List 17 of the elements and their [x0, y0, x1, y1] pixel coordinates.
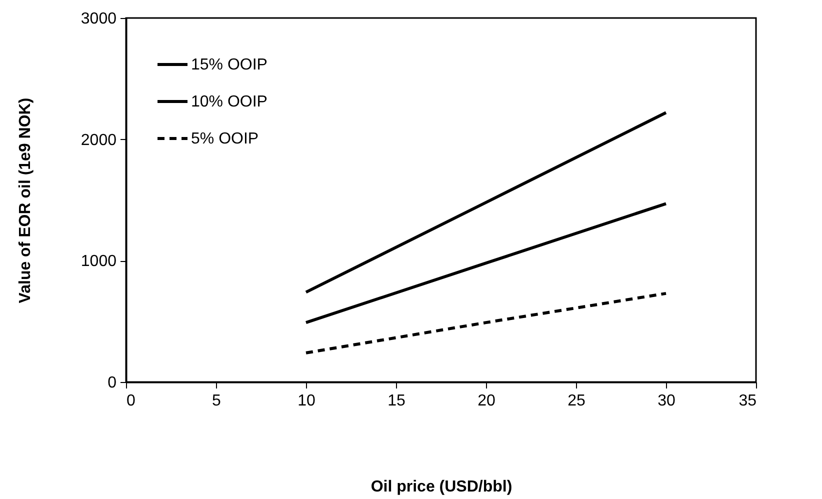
legend-label: 15% OOIP: [191, 56, 268, 74]
y-tick-label: 0: [108, 374, 117, 392]
x-tick-label: 10: [298, 392, 316, 410]
x-tick-label: 5: [212, 392, 222, 410]
x-tick-label: 0: [126, 392, 136, 410]
x-axis-title: Oil price (USD/bbl): [370, 478, 512, 496]
x-tick-label: 25: [568, 392, 586, 410]
legend-label: 10% OOIP: [191, 94, 268, 110]
y-axis-title: Value of EOR oil (1e9 NOK): [16, 98, 34, 304]
x-tick-label: 30: [658, 392, 676, 410]
legend-label: 5% OOIP: [191, 130, 259, 148]
x-tick-label: 15: [388, 392, 406, 410]
y-tick-label: 3000: [80, 10, 117, 28]
y-tick-label: 2000: [80, 132, 117, 149]
y-tick-label: 1000: [80, 253, 117, 270]
x-tick-label: 20: [478, 392, 496, 410]
x-tick-label: 35: [738, 392, 757, 410]
